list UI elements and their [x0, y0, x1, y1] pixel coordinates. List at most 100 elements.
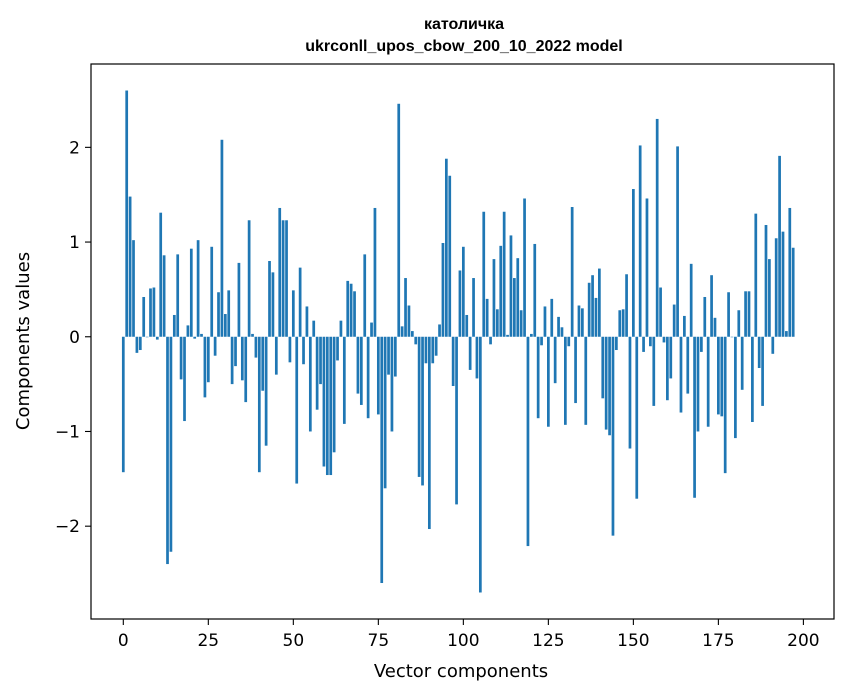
bar-169: [696, 336, 700, 432]
bar-151: [635, 336, 639, 499]
y-tick-label: 2: [69, 138, 80, 158]
bar-182: [740, 336, 744, 390]
bar-95: [444, 158, 448, 337]
bar-122: [536, 336, 540, 419]
x-tick-label: 100: [447, 631, 479, 651]
bar-137: [587, 282, 591, 337]
bar-118: [523, 198, 526, 337]
bar-123: [540, 336, 543, 346]
bar-106: [482, 211, 486, 337]
bar-13: [166, 336, 169, 565]
bar-90: [427, 336, 431, 530]
y-axis-label: Components values: [13, 252, 34, 430]
bar-54: [305, 306, 309, 337]
bar-143: [608, 336, 611, 436]
bar-185: [751, 336, 754, 422]
bar-89: [424, 336, 428, 364]
bar-117: [519, 310, 523, 337]
bar-10: [155, 336, 159, 340]
bar-135: [581, 308, 584, 337]
bar-72: [366, 336, 370, 419]
bar-71: [363, 254, 367, 337]
bar-61: [329, 336, 333, 476]
bar-183: [744, 291, 747, 337]
bar-21: [193, 336, 197, 339]
bar-108: [489, 336, 492, 345]
bar-167: [689, 263, 693, 337]
bar-81: [397, 103, 401, 337]
bar-140: [598, 268, 601, 337]
bar-85: [410, 331, 414, 337]
bar-126: [550, 298, 554, 337]
bar-58: [319, 336, 322, 385]
bar-96: [448, 175, 452, 337]
bar-194: [781, 231, 785, 337]
bar-120: [530, 333, 533, 337]
bar-139: [594, 297, 598, 337]
bar-84: [407, 305, 411, 337]
bar-163: [676, 146, 679, 337]
bar-31: [227, 290, 231, 337]
bar-165: [683, 315, 686, 337]
x-axis-label: Vector components: [374, 661, 548, 682]
bar-6: [142, 296, 146, 337]
bar-189: [764, 225, 768, 337]
bar-46: [278, 207, 282, 337]
bar-60: [325, 336, 329, 476]
bar-149: [628, 336, 632, 449]
bar-24: [203, 336, 207, 398]
bar-177: [723, 336, 727, 474]
bar-192: [774, 238, 778, 337]
bar-52: [298, 267, 302, 337]
bar-173: [710, 275, 713, 337]
bar-162: [672, 304, 676, 337]
bar-142: [604, 336, 608, 430]
bar-141: [601, 336, 605, 399]
x-tick-label: 150: [617, 631, 649, 651]
bar-15: [172, 314, 176, 337]
bar-152: [638, 145, 642, 337]
bar-129: [560, 327, 564, 337]
chart-subtitle: ukrconll_upos_cbow_200_10_2022 model: [305, 38, 622, 55]
x-tick-label: 75: [368, 631, 390, 651]
plot-frame: [90, 63, 835, 620]
x-tick-label: 200: [787, 631, 819, 651]
bar-29: [220, 139, 224, 337]
bar-32: [230, 336, 234, 385]
chart-title: католичка: [424, 16, 504, 33]
bar-102: [468, 336, 472, 370]
bar-62: [332, 336, 336, 453]
bar-49: [288, 336, 292, 363]
bar-74: [373, 207, 377, 337]
bar-195: [785, 331, 788, 337]
bar-190: [768, 259, 771, 337]
bar-57: [315, 336, 319, 410]
bar-125: [547, 336, 550, 427]
bar-103: [472, 278, 475, 337]
bar-20: [189, 248, 193, 337]
bar-17: [179, 336, 183, 380]
bar-164: [679, 336, 683, 413]
bar-130: [564, 336, 567, 425]
bar-37: [247, 220, 251, 337]
x-tick-label: 25: [197, 631, 219, 651]
bar-174: [713, 317, 717, 337]
bar-159: [662, 336, 666, 343]
bar-14: [169, 336, 173, 552]
bar-83: [404, 278, 407, 337]
bar-59: [322, 336, 326, 467]
bar-148: [625, 274, 628, 337]
x-axis-ticks: 0 25 50 75 100 125 150 175 200: [118, 619, 820, 651]
bar-110: [495, 309, 499, 337]
y-tick-label: −1: [55, 422, 80, 442]
bar-170: [700, 336, 703, 352]
bar-127: [553, 336, 557, 384]
bars-group: [121, 90, 795, 593]
bar-27: [213, 336, 217, 356]
bar-87: [417, 336, 421, 477]
bar-150: [632, 189, 635, 337]
bar-94: [441, 243, 445, 337]
bar-70: [359, 336, 363, 405]
bar-23: [200, 333, 203, 337]
